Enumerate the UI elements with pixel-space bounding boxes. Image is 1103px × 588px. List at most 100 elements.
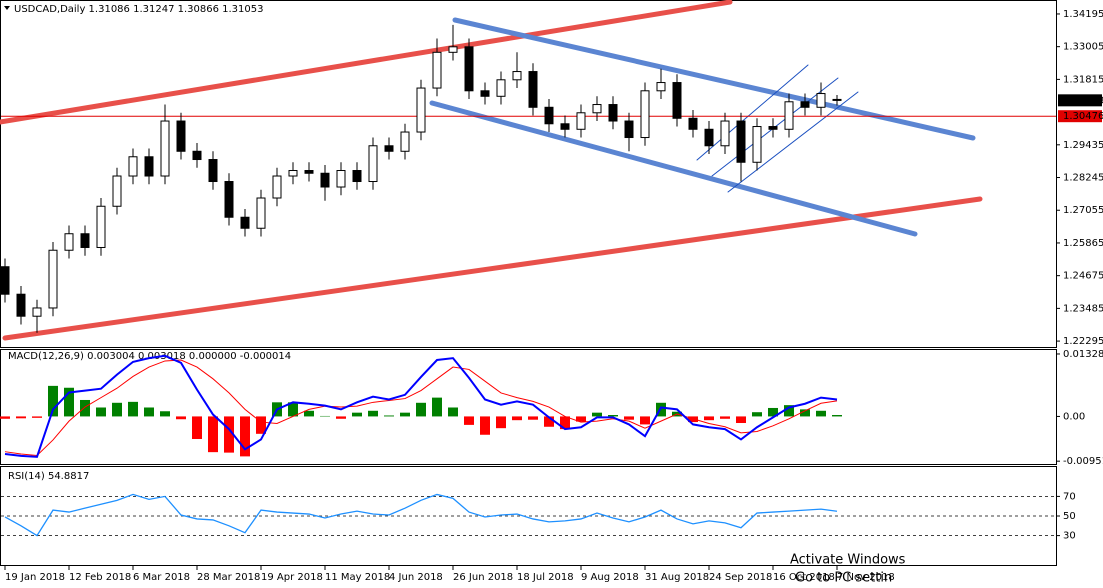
x-tick-label: 31 Aug 2018 — [645, 572, 709, 583]
histogram-bar — [48, 385, 58, 417]
current-price-label: 1.31053 — [1063, 95, 1103, 106]
histogram-bar — [256, 416, 266, 434]
histogram-bar — [192, 416, 202, 439]
y-tick-label: 0.013285 — [1063, 349, 1103, 360]
histogram-bar — [624, 416, 634, 420]
x-tick-label: 28 Mar 2018 — [197, 572, 260, 583]
x-tick-label: 12 Feb 2018 — [69, 572, 131, 583]
y-tick-label: 0.00 — [1063, 411, 1085, 422]
x-tick-label: 19 Apr 2018 — [261, 572, 323, 583]
histogram-bar — [656, 402, 666, 417]
histogram-bar — [64, 387, 74, 417]
candle-body — [384, 145, 394, 152]
candle-body — [0, 266, 10, 295]
price-title: USDCAD,Daily 1.31086 1.31247 1.30866 1.3… — [14, 4, 264, 15]
candle-body — [224, 181, 234, 218]
histogram-bar — [80, 399, 90, 417]
trend-line — [2, 196, 983, 341]
candle-body — [192, 150, 202, 161]
candle-body — [592, 104, 602, 114]
price-panel — [0, 0, 1057, 348]
candle-body — [640, 90, 650, 139]
candle-body — [96, 205, 106, 248]
histogram-bar — [720, 416, 730, 419]
signal-line — [4, 359, 838, 456]
histogram-bar — [304, 410, 314, 417]
y-tick-label: 50 — [1063, 511, 1076, 522]
histogram-bar — [288, 402, 298, 417]
y-tick-label: 1.31815 — [1063, 74, 1103, 85]
level-price-box — [1058, 110, 1102, 123]
y-tick-label: 1.22295 — [1063, 336, 1103, 347]
channel-line — [696, 64, 809, 161]
histogram-bar — [224, 416, 234, 453]
rsi-panel — [0, 466, 1057, 566]
candle-body — [32, 307, 42, 317]
histogram-bar — [144, 407, 154, 417]
candle-body — [560, 123, 570, 130]
trend-line — [452, 17, 976, 141]
candle-body — [672, 82, 682, 119]
candle-body — [544, 106, 554, 125]
candle-body — [240, 216, 250, 229]
histogram-bar — [768, 407, 778, 417]
y-tick-label: -0.009519 — [1063, 456, 1103, 467]
candle-body — [144, 156, 154, 177]
y-tick-label: 1.33005 — [1063, 42, 1103, 53]
histogram-bar — [784, 405, 794, 417]
candle-body — [48, 249, 58, 309]
histogram-bar — [336, 416, 346, 419]
current-price-box — [1058, 94, 1102, 107]
candle-body — [800, 101, 810, 108]
histogram-bar — [0, 416, 10, 419]
histogram-bar — [576, 416, 586, 422]
histogram-bar — [160, 411, 170, 417]
y-tick-label: 1.34195 — [1063, 9, 1103, 20]
candle-body — [512, 71, 522, 81]
candle-body — [272, 175, 282, 199]
macd-title: MACD(12,26,9) 0.003004 0.003018 0.000000… — [8, 351, 291, 362]
candle-body — [496, 79, 506, 97]
rsi-title: RSI(14) 54.8817 — [8, 471, 89, 482]
candle-body — [64, 233, 74, 251]
x-tick-label: 24 Sep 2018 — [709, 572, 772, 583]
candle-body — [16, 293, 26, 317]
histogram-bar — [640, 416, 650, 425]
histogram-bar — [448, 407, 458, 417]
candle-body — [448, 46, 458, 53]
x-tick-label: 6 Mar 2018 — [133, 572, 190, 583]
histogram-bar — [416, 402, 426, 417]
candle-body — [608, 104, 618, 122]
y-tick-label: 1.28245 — [1063, 173, 1103, 184]
trend-line — [429, 100, 918, 237]
histogram-bar — [800, 409, 810, 417]
y-tick-label: 1.23485 — [1063, 303, 1103, 314]
histogram-bar — [704, 416, 714, 421]
candle-body — [704, 128, 714, 147]
candle-body — [80, 233, 90, 248]
rsi-line — [4, 493, 838, 537]
y-tick-label: 30 — [1063, 531, 1076, 542]
x-tick-label: 16 Oct 2018 — [773, 572, 835, 583]
candle-body — [176, 120, 186, 152]
candle-body — [480, 90, 490, 97]
candle-body — [256, 197, 266, 229]
histogram-bar — [608, 415, 618, 417]
histogram-bar — [128, 401, 138, 417]
candle-body — [320, 172, 330, 188]
histogram-bar — [32, 416, 42, 418]
histogram-bar — [544, 416, 554, 427]
histogram-bar — [432, 397, 442, 417]
candle-body — [736, 120, 746, 163]
histogram-bar — [352, 412, 362, 417]
candle-body — [464, 46, 474, 92]
channel-line — [727, 91, 859, 193]
histogram-bar — [112, 402, 122, 417]
candle-body — [304, 170, 314, 174]
candle-body — [752, 126, 762, 163]
y-tick-label: 1.29435 — [1063, 140, 1103, 151]
histogram-bar — [400, 412, 410, 417]
macd-panel — [0, 349, 1057, 465]
